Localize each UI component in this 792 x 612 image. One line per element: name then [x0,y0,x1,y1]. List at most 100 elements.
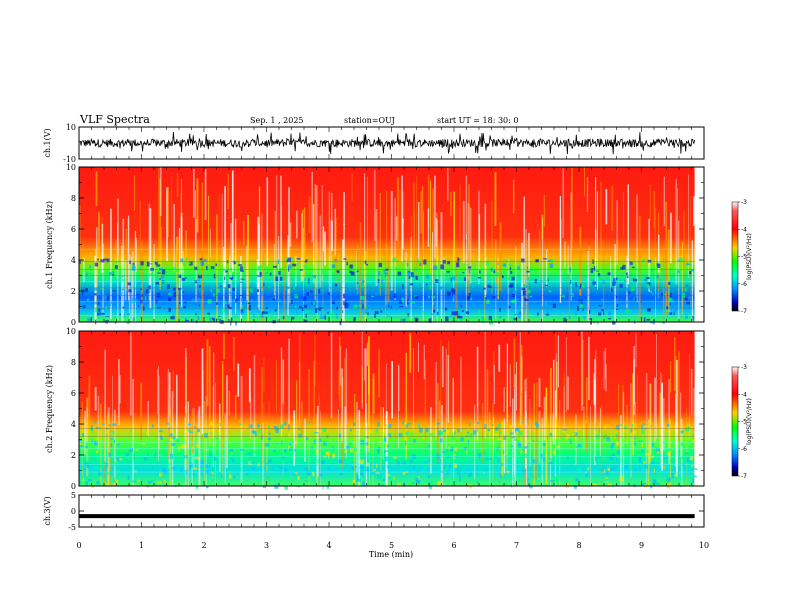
spec1-noise [170,316,173,320]
spec1-streak [117,198,119,256]
spec2-noise [480,468,482,474]
spec2-noise [176,438,180,443]
spec1-noise [129,260,131,264]
spec2-noise [483,461,485,466]
spec2-noise [229,448,234,452]
spec2-streak [690,368,693,416]
spec1-streak [247,215,249,322]
spec2-noise [478,453,482,458]
spec1-streak [209,229,211,258]
spec2-noise [524,446,529,449]
spec1-noise [571,283,575,285]
spec1-noise [221,308,225,313]
spec1-streak [658,234,660,274]
spec2-noise [585,471,587,474]
spec1-noise [291,259,293,262]
spec1-noise [561,294,566,298]
spec2-streak [222,363,224,449]
spec1-noise [315,308,318,313]
spec1-noise [147,289,151,293]
spec1-streak [102,243,105,313]
spec1-noise [415,275,418,280]
spec2-noise [279,424,284,429]
spec1-noise [674,308,678,311]
spec2-noise [656,482,660,487]
spec2-noise [436,423,438,425]
spec2-streak [453,419,455,486]
spec1-noise [267,284,272,287]
spec1-noise [499,312,501,315]
spec2-streak [94,387,97,411]
spec2-noise [218,435,220,437]
spec1-noise [353,317,356,321]
spec2-noise [574,482,578,484]
ch3-ytick-label: 0 [71,507,76,516]
spec2-noise [684,452,689,455]
spec2-noise [81,433,84,437]
colorbar-2-scale [731,366,739,477]
spec1-noise [625,309,630,314]
spec1-noise [103,258,107,261]
spec1-noise [650,290,653,294]
spec1-streak [435,218,438,247]
spec1-streak [693,196,696,226]
spec1-noise [126,321,130,324]
spec1-noise [525,285,528,288]
spec1-noise [625,287,629,293]
spec2-streak [296,380,298,447]
spec1-streak [204,169,207,221]
spec2-noise [674,474,677,477]
spec2-streak [363,348,366,381]
spec1-noise [278,270,281,275]
spec2-noise [652,479,657,485]
x-tick-label: 4 [326,541,331,550]
spec2-streak [372,373,375,414]
spec1-noise [241,305,244,310]
spec1-streak [273,244,275,296]
spec1-streak [627,184,629,285]
spec2-streak [226,375,228,469]
spec2-noise [163,469,168,474]
spec2-noise [148,481,152,484]
spec1-noise [185,317,187,322]
spec2-noise [587,467,590,471]
spec2-noise [651,442,654,447]
spec1-streak [399,189,401,246]
spec2-streak [530,420,531,467]
spec1-streak [402,191,404,224]
spec2-noise [615,433,618,438]
spec1-streak [683,211,685,268]
spec1-streak [465,234,467,317]
spec1-noise [454,294,457,299]
spec1-noise [226,274,230,280]
spec2-noise [476,481,479,484]
spec1-noise [257,289,260,293]
spec1-streak [176,172,179,198]
spec1-noise [460,305,463,308]
spec1-noise [432,265,436,270]
spec2-streak [489,412,491,486]
spec1-noise [586,292,588,295]
spec2-noise [605,477,609,479]
ch1-frame [78,126,705,160]
spec2-noise [376,449,380,454]
spec2-noise [436,462,440,465]
spec1-noise [685,297,688,301]
spec2-noise [79,465,83,467]
spec2-streak [361,331,363,409]
spec2-noise [558,473,561,479]
spec1-noise [597,273,601,277]
spec2-noise [99,426,102,429]
spec2-noise [615,441,620,446]
spec1-noise [370,295,375,298]
spec1-noise [299,269,303,271]
spec2-streak [197,410,199,446]
spec1-streak [453,191,456,263]
spec1-noise [385,268,389,271]
station-label: station=OUJ [344,116,395,125]
spec2-noise [515,431,519,434]
spec2-noise [514,439,518,441]
spec1-noise [199,258,203,261]
spec1-noise [489,286,492,289]
spec2-noise [288,432,291,437]
